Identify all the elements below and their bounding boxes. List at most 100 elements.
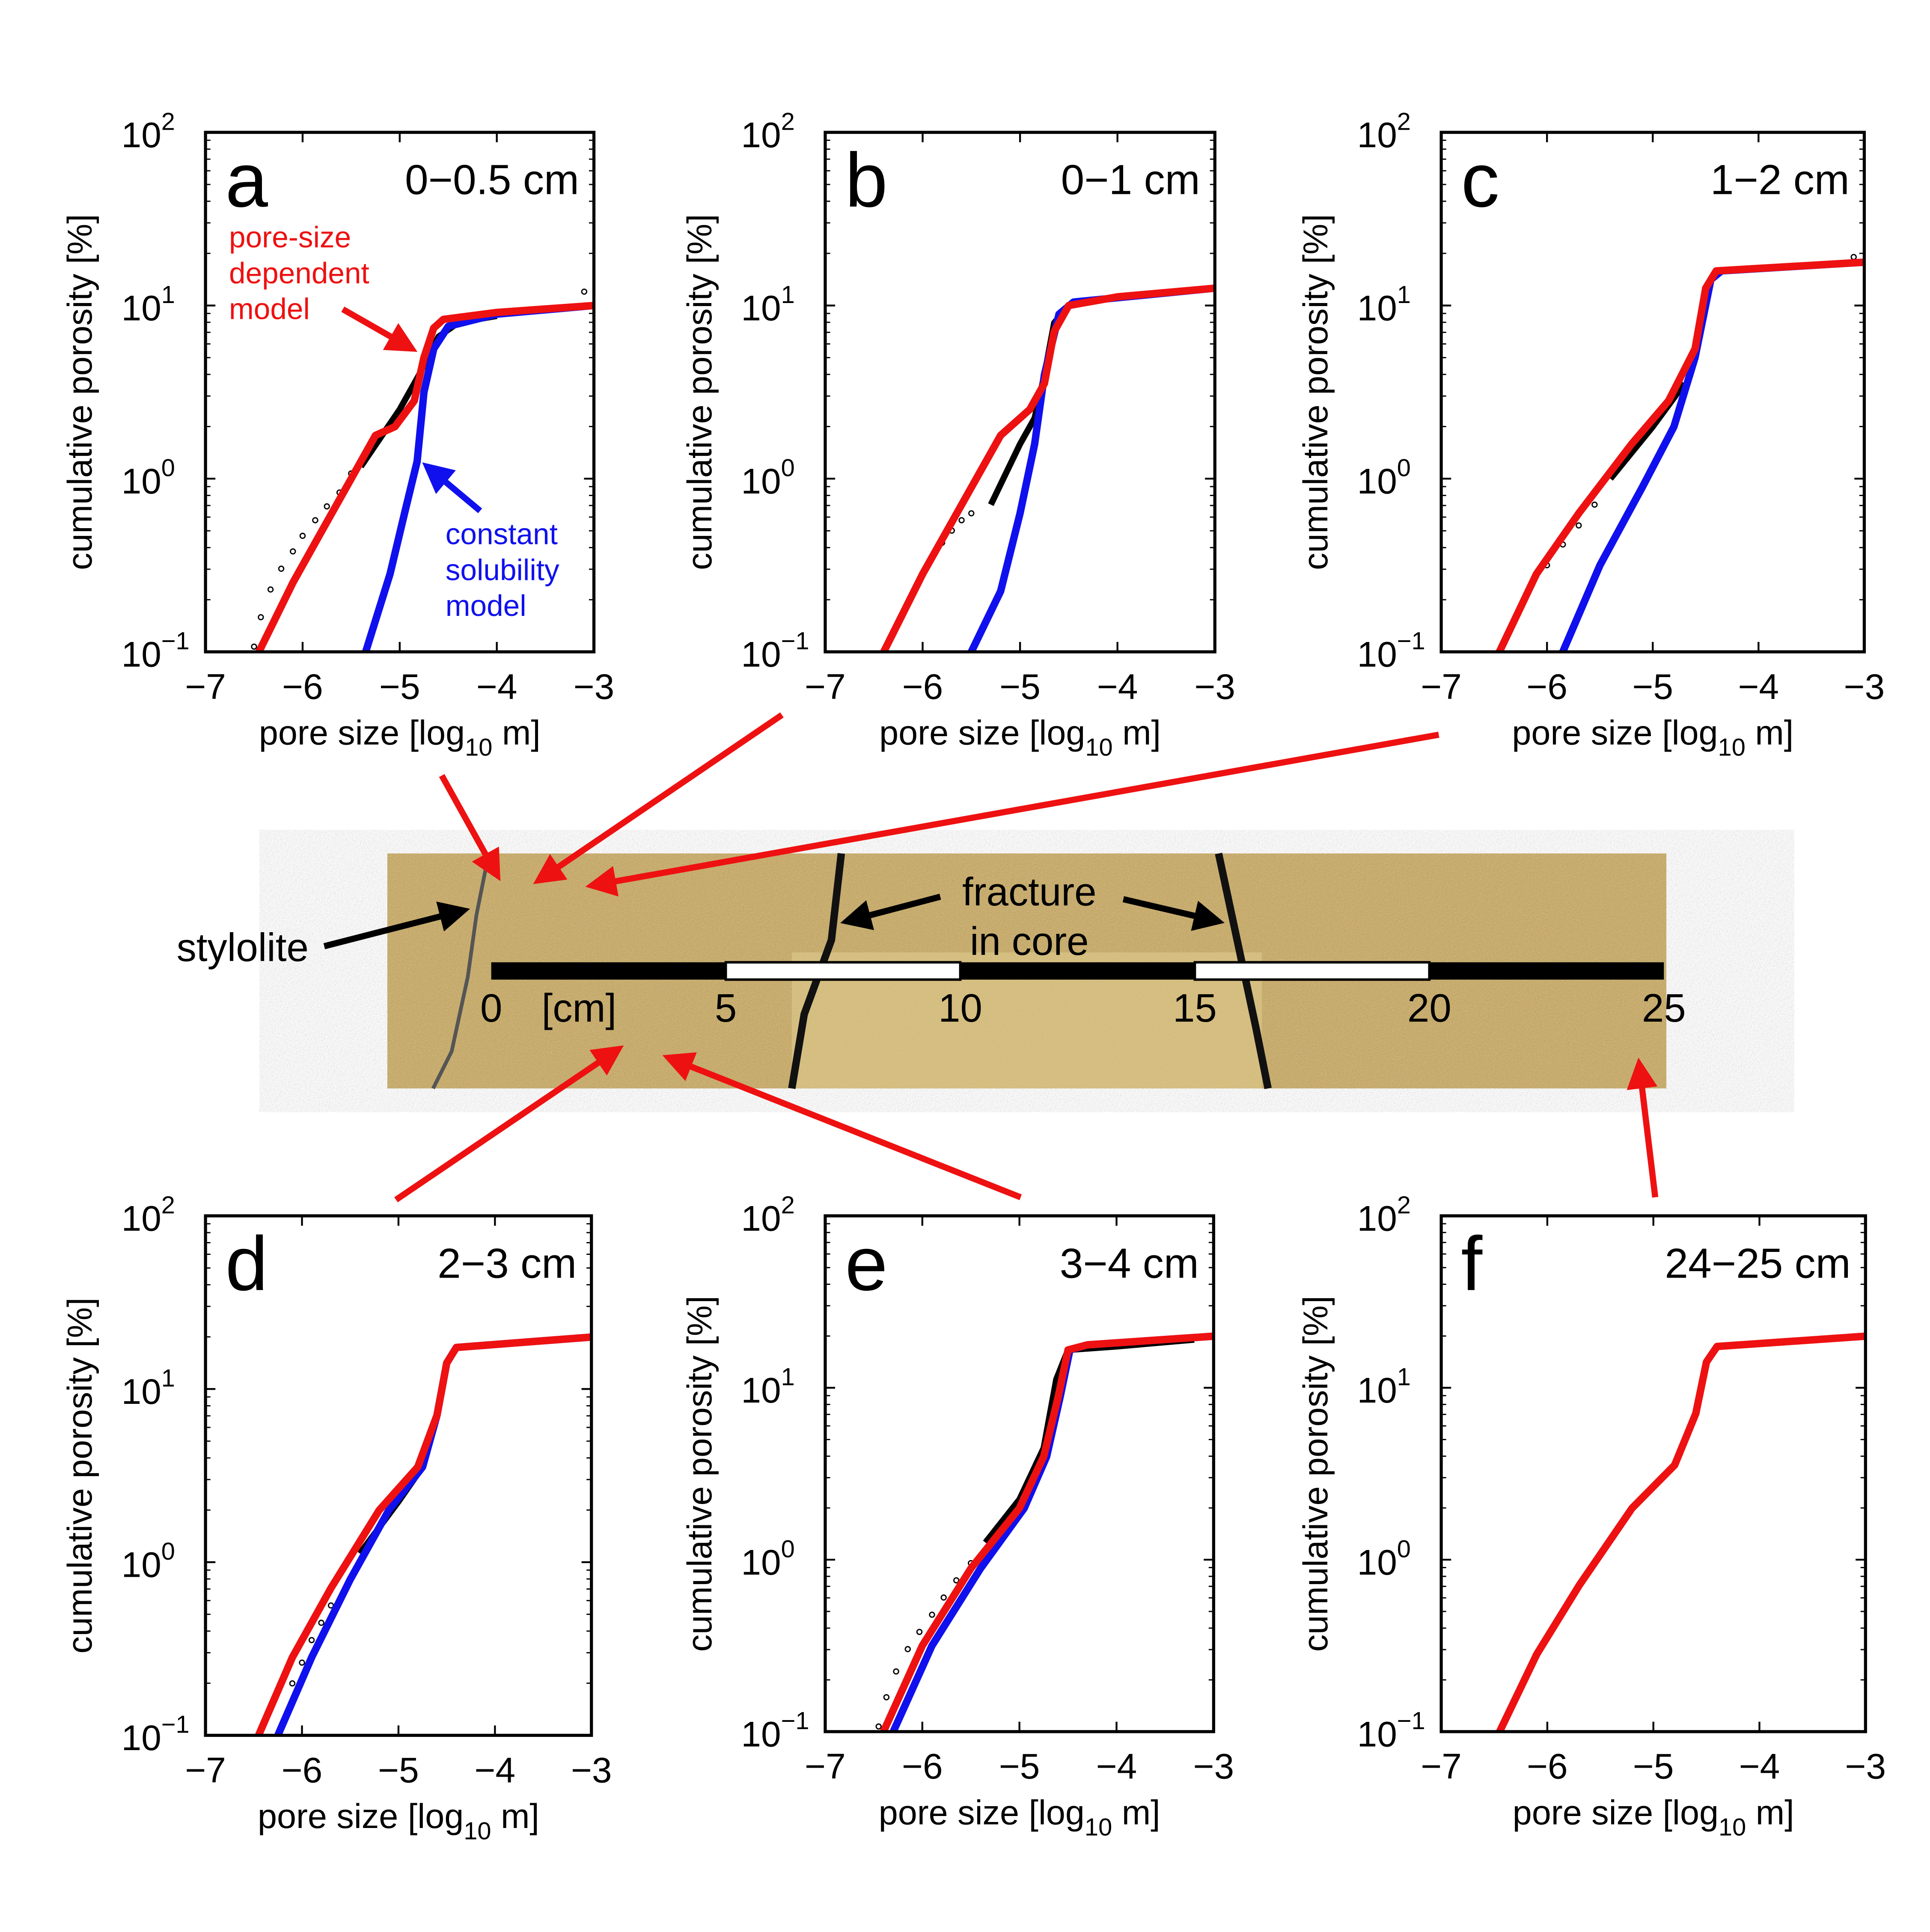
- x-tick-label: −6: [1527, 1746, 1568, 1786]
- data-point: [312, 517, 318, 523]
- red-arrow: [341, 306, 418, 352]
- y-tick-label: 102: [122, 108, 175, 155]
- data-point: [883, 1694, 890, 1700]
- pore-size-dependent-model-line: [880, 284, 1215, 652]
- x-tick-label: −7: [1421, 666, 1462, 707]
- black-arrow: [323, 901, 470, 949]
- plot-area: [880, 284, 1215, 652]
- panel-e: −7 −6 −5 −4 −3 10−1 100 101 102 e 3−4 cm pore size …: [681, 1192, 1234, 1841]
- y-tick-label: 102: [122, 1192, 175, 1238]
- scale-unit-label: [cm]: [542, 986, 617, 1030]
- plot-area: [1496, 1332, 1866, 1732]
- panel-a: −7 −6 −5 −4 −3 10−1 100 101 102 a 0−0.5 cm pore siz…: [61, 108, 614, 761]
- x-tick-label: −7: [805, 666, 846, 707]
- data-point: [278, 565, 285, 572]
- y-tick-label: 10−1: [741, 1707, 809, 1754]
- black-arrow: [840, 894, 941, 930]
- y-tick-label: 100: [122, 455, 175, 501]
- data-point: [299, 1659, 305, 1666]
- data-point: [916, 1629, 923, 1635]
- red-arrow: [662, 1052, 1022, 1201]
- axes-frame: [824, 131, 1216, 654]
- red-arrow: [585, 731, 1439, 897]
- y-tick-label: 100: [1357, 455, 1411, 501]
- data-point: [1576, 522, 1582, 529]
- y-axis-label: cumulative porosity [%]: [681, 1296, 719, 1652]
- data-point: [299, 532, 306, 539]
- data-point: [958, 517, 965, 523]
- y-tick-label: 102: [1357, 108, 1411, 155]
- blue-model-annotation: constant: [446, 517, 558, 551]
- y-axis-label: cumulative porosity [%]: [1297, 214, 1335, 570]
- x-tick-label: −4: [1096, 1746, 1137, 1786]
- stylolite: [431, 853, 491, 1090]
- x-tick-label: −3: [1194, 666, 1235, 707]
- red-arrow: [533, 712, 784, 884]
- x-axis-label: pore size [log10 m]: [259, 714, 541, 761]
- data-point: [308, 1637, 315, 1644]
- y-tick-label: 102: [741, 108, 794, 155]
- fracture-2: [1215, 853, 1272, 1089]
- panel-letter: f: [1461, 1221, 1483, 1306]
- fracture-label: in core: [970, 919, 1089, 963]
- x-tick-label: −5: [379, 666, 420, 707]
- panel-letter: e: [845, 1221, 888, 1306]
- x-tick-label: −4: [1739, 1746, 1780, 1786]
- data-point: [251, 643, 257, 650]
- x-tick-label: −5: [378, 1750, 419, 1790]
- y-axis-label: cumulative porosity [%]: [61, 1298, 99, 1654]
- data-point: [953, 1577, 960, 1584]
- plot-area: [251, 288, 594, 652]
- red-arrow: [439, 774, 501, 881]
- depth-range-label: 2−3 cm: [437, 1239, 577, 1287]
- y-tick-label: 10−1: [1357, 627, 1425, 674]
- x-tick-label: −5: [1633, 1746, 1674, 1786]
- plot-area: [255, 1333, 592, 1736]
- y-tick-label: 101: [741, 1364, 794, 1410]
- x-axis-label: pore size [log10 m]: [1512, 714, 1793, 761]
- panel-d: −7 −6 −5 −4 −3 10−1 100 101 102 d 2−3 cm pore size …: [61, 1192, 612, 1845]
- data-point: [258, 614, 264, 621]
- fracture-label: fracture: [962, 869, 1096, 914]
- stylolite-label: stylolite: [177, 925, 309, 969]
- axes-frame: [824, 1214, 1215, 1733]
- axes-frame: [1439, 131, 1866, 654]
- data-point: [929, 1611, 935, 1618]
- y-axis-label: cumulative porosity [%]: [61, 214, 99, 570]
- plot-area: [875, 1332, 1214, 1732]
- x-tick-label: −6: [902, 1746, 943, 1786]
- x-tick-label: −6: [1526, 666, 1567, 707]
- x-axis-label: pore size [log10 m]: [879, 1794, 1160, 1841]
- y-tick-label: 101: [1357, 1364, 1411, 1410]
- y-tick-label: 100: [741, 455, 794, 501]
- scale-tick-label: 5: [715, 986, 737, 1030]
- y-tick-label: 100: [741, 1535, 794, 1582]
- data-point: [940, 1594, 947, 1601]
- x-tick-label: −5: [999, 1746, 1040, 1786]
- x-tick-label: −7: [1421, 1746, 1462, 1786]
- y-tick-label: 101: [741, 281, 794, 328]
- y-tick-label: 10−1: [122, 627, 190, 674]
- y-tick-label: 100: [122, 1538, 175, 1584]
- x-tick-label: −6: [902, 666, 943, 707]
- data-point: [289, 1680, 296, 1687]
- data-point: [324, 503, 330, 510]
- scale-tick-label: 10: [938, 986, 982, 1030]
- x-tick-label: −4: [475, 1750, 516, 1790]
- black-arrow: [1122, 896, 1225, 931]
- pore-size-dependent-model-line: [1496, 1332, 1866, 1732]
- red-model-annotation: model: [229, 292, 310, 326]
- x-tick-label: −3: [571, 1750, 612, 1790]
- y-axis-label: cumulative porosity [%]: [681, 214, 719, 570]
- depth-range-label: 24−25 cm: [1665, 1239, 1850, 1287]
- scale-tick-label: 15: [1173, 986, 1217, 1030]
- depth-range-label: 0−0.5 cm: [405, 156, 579, 203]
- scale-bar: [491, 961, 1664, 981]
- x-tick-label: −5: [999, 666, 1041, 707]
- axes-frame: [204, 1214, 593, 1737]
- panel-b: −7 −6 −5 −4 −3 10−1 100 101 102 b 0−1 cm pore size …: [681, 108, 1235, 761]
- x-axis-label: pore size [log10 m]: [258, 1797, 539, 1845]
- y-tick-label: 10−1: [1357, 1707, 1425, 1754]
- depth-range-label: 0−1 cm: [1061, 156, 1200, 203]
- data-point: [267, 586, 274, 593]
